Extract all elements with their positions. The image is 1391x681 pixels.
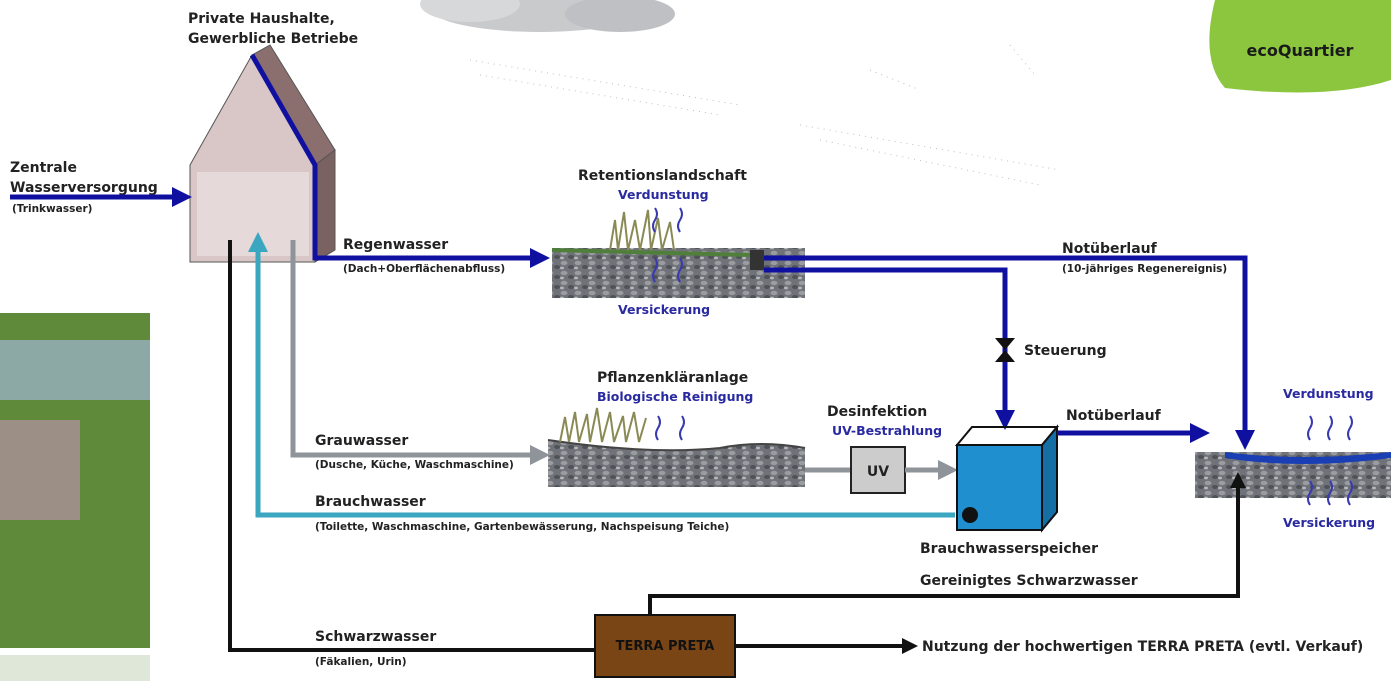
greywater-note: (Dusche, Küche, Waschmaschine) <box>315 459 514 471</box>
pond-bottom: Versickerung <box>1283 515 1375 530</box>
rain-label: Regenwasser <box>343 237 448 253</box>
terra-preta-label: TERRA PRETA <box>616 639 715 654</box>
storage-tank <box>957 427 1057 530</box>
house-label: Private Haushalte, <box>188 11 335 27</box>
diagram: ecoQuartier Private Haushalte, Gewerblic… <box>0 0 1391 681</box>
logo-text: ecoQuartier <box>1247 41 1354 60</box>
logo: ecoQuartier <box>1209 0 1391 93</box>
blackwater-label: Schwarzwasser <box>315 629 436 645</box>
shape <box>1042 427 1057 530</box>
shape <box>480 75 720 115</box>
blackwater-line <box>230 240 595 650</box>
retention-top: Verdunstung <box>618 187 709 202</box>
blackwater-note: (Fäkalien, Urin) <box>315 656 407 668</box>
rain <box>470 45 1060 185</box>
source-note: (Trinkwasser) <box>12 203 92 215</box>
shape <box>315 150 335 262</box>
evaporation-arrows <box>656 416 684 440</box>
map-thumbnail <box>0 655 150 681</box>
shape <box>1010 45 1035 75</box>
shape <box>560 408 646 442</box>
source-label: Zentrale <box>10 160 77 176</box>
plant-treatment <box>548 408 805 487</box>
greywater-label: Grauwasser <box>315 433 408 449</box>
shape <box>548 440 805 487</box>
house-label: Gewerbliche Betriebe <box>188 31 358 47</box>
pond-top: Verdunstung <box>1283 386 1374 401</box>
uv-box-label: UV <box>867 464 889 480</box>
plant-title: Pflanzenkläranlage <box>597 370 748 386</box>
plant-subtitle: Biologische Reinigung <box>597 389 753 404</box>
pond <box>1195 452 1391 498</box>
rain-note: (Dach+Oberflächenabfluss) <box>343 263 505 275</box>
overflow-label: Notüberlauf <box>1062 241 1158 257</box>
shape <box>800 125 1060 170</box>
shape <box>962 507 978 523</box>
photo-water <box>0 340 150 400</box>
shape <box>870 70 920 90</box>
storage-label: Brauchwasserspeicher <box>920 541 1098 557</box>
shape <box>750 250 764 270</box>
disinfection-title: Desinfektion <box>827 404 927 420</box>
valve <box>995 338 1015 362</box>
shape <box>470 60 740 105</box>
terra-preta-use: Nutzung der hochwertigen TERRA PRETA (ev… <box>922 639 1363 655</box>
disinfection-subtitle: UV-Bestrahlung <box>832 423 942 438</box>
photo-rocks <box>0 420 80 520</box>
cleaned-label: Gereinigtes Schwarzwasser <box>920 573 1138 589</box>
cloud <box>420 0 675 32</box>
shape <box>610 210 674 250</box>
servicewater-note: (Toilette, Waschmaschine, Gartenbewässer… <box>315 521 729 533</box>
servicewater-label: Brauchwasser <box>315 494 426 510</box>
shape <box>957 427 1057 445</box>
overflow-tank-label: Notüberlauf <box>1066 408 1162 424</box>
retention-title: Retentionslandschaft <box>578 168 747 184</box>
control-label: Steuerung <box>1024 343 1107 359</box>
retention-bottom: Versickerung <box>618 302 710 317</box>
source-label: Wasserversorgung <box>10 180 158 196</box>
overflow-note: (10-jähriges Regenereignis) <box>1062 263 1227 275</box>
shape <box>820 140 1040 185</box>
